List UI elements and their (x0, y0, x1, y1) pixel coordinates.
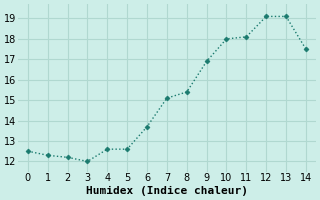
X-axis label: Humidex (Indice chaleur): Humidex (Indice chaleur) (86, 186, 248, 196)
